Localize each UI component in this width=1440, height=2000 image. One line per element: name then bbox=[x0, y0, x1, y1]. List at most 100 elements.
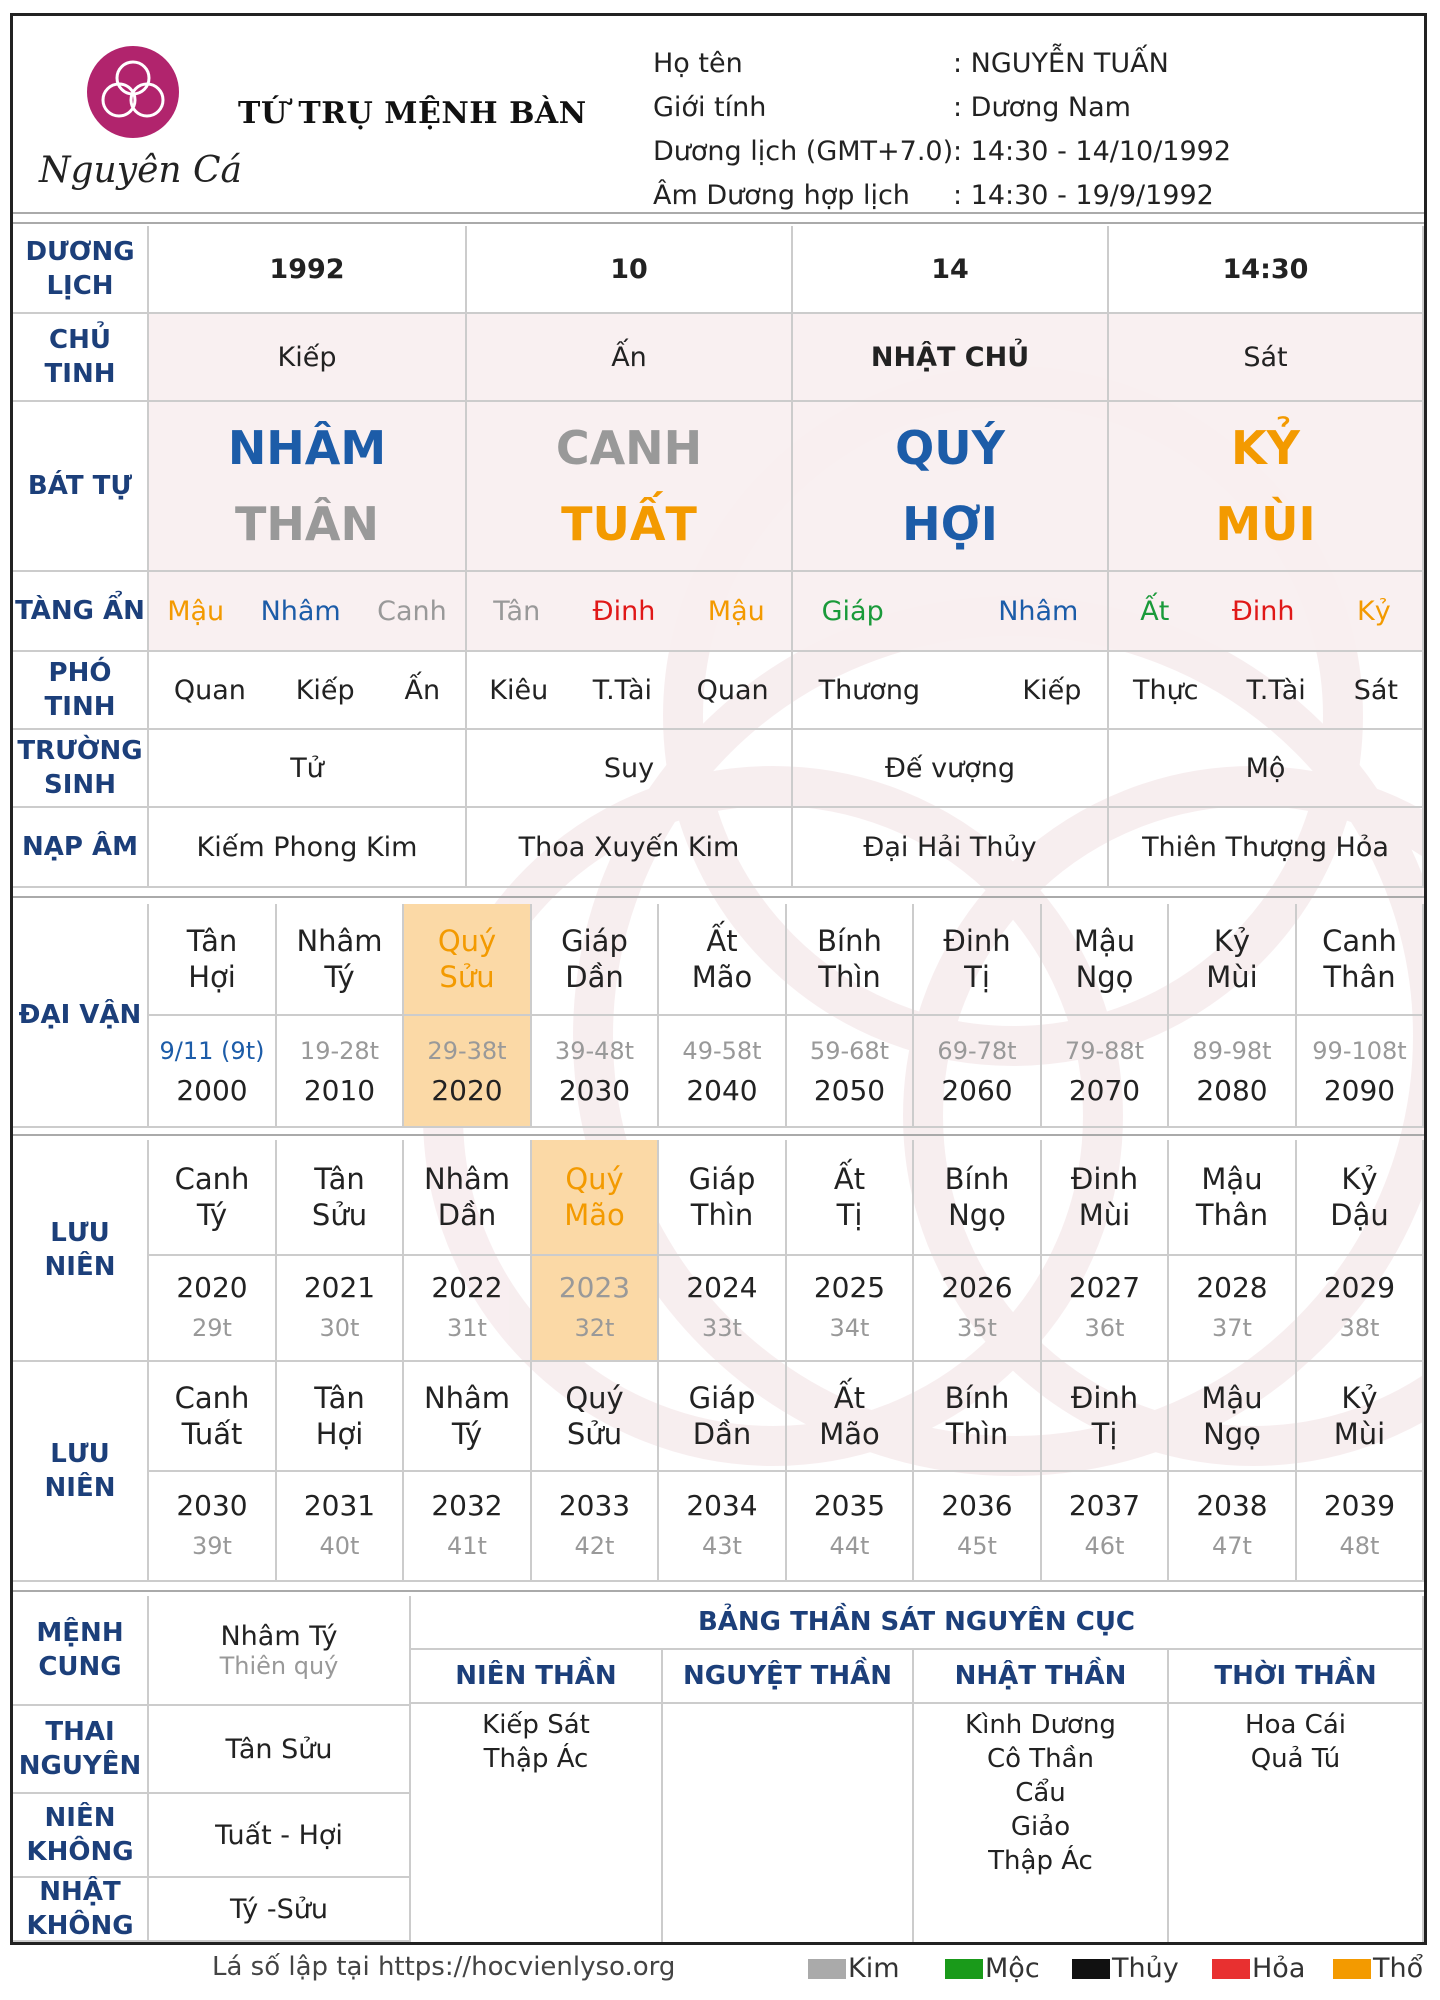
legend-swatch bbox=[1333, 1958, 1371, 1979]
tang-an-item: Giáp bbox=[821, 595, 884, 627]
than-sat-item: Quả Tú bbox=[1250, 1744, 1341, 1774]
than-sat-item: Cẩu bbox=[1015, 1778, 1066, 1808]
row-header: LƯU NIÊN bbox=[13, 1140, 149, 1362]
year-cell: 2024 33t bbox=[659, 1256, 787, 1362]
age-label: 48t bbox=[1339, 1532, 1380, 1560]
chi-label: Thìn bbox=[945, 1417, 1009, 1451]
chi-label: Mão bbox=[564, 1198, 625, 1232]
pho-tinh-item: T.Tài bbox=[1246, 674, 1306, 706]
tang-an-item: Nhâm bbox=[260, 595, 341, 627]
year-cell: 59-68t 2050 bbox=[787, 1016, 914, 1128]
nap_am-cell: Thoa Xuyến Kim bbox=[467, 808, 793, 888]
age-label: 30t bbox=[319, 1314, 360, 1342]
year-label: 2030 bbox=[176, 1489, 248, 1522]
stem-branch-cell: Quý Sửu bbox=[404, 904, 532, 1016]
than-sat-column-header: NGUYỆT THẦN bbox=[663, 1650, 914, 1704]
stem-branch-cell: Nhâm Tý bbox=[404, 1362, 532, 1472]
than-sat-item: Kiếp Sát bbox=[482, 1710, 590, 1740]
year-label: 2026 bbox=[941, 1271, 1013, 1304]
than-sat-column-header: NHẬT THẦN bbox=[914, 1650, 1169, 1704]
year-cell: 2026 35t bbox=[914, 1256, 1042, 1362]
year-cell: 99-108t 2090 bbox=[1297, 1016, 1424, 1128]
than-sat-column-header: THỜI THẦN bbox=[1169, 1650, 1424, 1704]
pho-tinh-item: Kiêu bbox=[489, 674, 549, 706]
age-label: 36t bbox=[1084, 1314, 1125, 1342]
stem-branch-cell: Mậu Thân bbox=[1169, 1140, 1297, 1256]
year-label: 2031 bbox=[303, 1489, 376, 1522]
bat_tu-cell: NHÂM THÂN bbox=[149, 402, 467, 572]
chi-label: Tý bbox=[196, 1198, 228, 1232]
stem-branch-cell: Nhâm Dần bbox=[404, 1140, 532, 1256]
age-label: 31t bbox=[447, 1314, 487, 1342]
duong_lich-cell: 14 bbox=[793, 226, 1109, 314]
pho-tinh-item: T.Tài bbox=[592, 674, 653, 706]
chi-label: Sửu bbox=[311, 1198, 368, 1232]
year-label: 2027 bbox=[1068, 1271, 1141, 1304]
row-header: MỆNH CUNG bbox=[13, 1596, 149, 1706]
pho-tinh-item: Thực bbox=[1132, 674, 1199, 706]
year-label: 2035 bbox=[813, 1489, 886, 1522]
row-header: TÀNG ẨN bbox=[13, 572, 149, 652]
tang-an-item: Ất bbox=[1140, 595, 1170, 627]
year-cell: 19-28t 2010 bbox=[277, 1016, 404, 1128]
year-cell: 29-38t 2020 bbox=[404, 1016, 532, 1128]
bat_tu-cell: QUÝ HỢI bbox=[793, 402, 1109, 572]
pho_tinh-cell: Thực T.Tài Sát bbox=[1109, 652, 1424, 730]
year-label: 2030 bbox=[558, 1074, 631, 1107]
row-header: CHỦ TINH bbox=[13, 314, 149, 402]
age-label: 40t bbox=[319, 1532, 360, 1560]
section-divider bbox=[13, 1134, 1424, 1136]
can-label: Đinh bbox=[1070, 1162, 1139, 1196]
year-label: 2023 bbox=[558, 1271, 631, 1304]
tang-an-item: Đinh bbox=[1231, 595, 1295, 627]
chi-label: Tị bbox=[1091, 1417, 1118, 1451]
pho_tinh-cell: Kiêu T.Tài Quan bbox=[467, 652, 793, 730]
can-label: Quý bbox=[565, 1381, 624, 1415]
legend-label: Mộc bbox=[985, 1953, 1040, 1984]
age-range: 69-78t bbox=[937, 1037, 1017, 1065]
person-info: Họ tên: NGUYỄN TUẤN Giới tính: Dương Nam D… bbox=[653, 42, 1231, 218]
age-label: 43t bbox=[702, 1532, 742, 1560]
pho-tinh-item: Ấn bbox=[404, 674, 441, 706]
pho-tinh-item: Quan bbox=[173, 674, 246, 706]
stem-branch-cell: Quý Mão bbox=[532, 1140, 659, 1256]
year-cell: 69-78t 2060 bbox=[914, 1016, 1042, 1128]
can-label: Giáp bbox=[688, 1162, 756, 1196]
year-cell: 2021 30t bbox=[277, 1256, 404, 1362]
chu_tinh-cell: Ấn bbox=[467, 314, 793, 402]
stem-branch-cell: Mậu Ngọ bbox=[1042, 904, 1169, 1016]
nap_am-cell: Thiên Thượng Hỏa bbox=[1109, 808, 1424, 888]
chu_tinh-cell: Kiếp bbox=[149, 314, 467, 402]
year-cell: 39-48t 2030 bbox=[532, 1016, 659, 1128]
tang-an-item: Canh bbox=[377, 595, 447, 627]
tang-an-item: Mậu bbox=[707, 595, 765, 627]
stem-branch-cell: Mậu Ngọ bbox=[1169, 1362, 1297, 1472]
truong_sinh-cell: Tử bbox=[149, 730, 467, 808]
year-cell: 2031 40t bbox=[277, 1472, 404, 1582]
tang-an-item: Đinh bbox=[592, 595, 656, 627]
year-label: 2024 bbox=[686, 1271, 758, 1304]
age-label: 42t bbox=[574, 1532, 615, 1560]
can-label: Bính bbox=[817, 924, 882, 958]
can-label: Bính bbox=[944, 1381, 1010, 1415]
than-sat-item: Kình Dương bbox=[965, 1710, 1116, 1740]
can-label: Mậu bbox=[1073, 924, 1136, 958]
chart-header: Nguyên Cát TỨ TRỤ MỆNH BÀN Họ tên: NGUYỄ… bbox=[13, 16, 1424, 212]
info-label: Dương lịch (GMT+7.0) bbox=[653, 136, 954, 167]
stem-branch-cell: Quý Sửu bbox=[532, 1362, 659, 1472]
year-label: 2070 bbox=[1068, 1074, 1141, 1107]
year-cell: 2037 46t bbox=[1042, 1472, 1169, 1582]
chi-label: Thìn bbox=[690, 1198, 754, 1232]
age-range: 39-48t bbox=[554, 1037, 635, 1065]
brand-name: Nguyên Cát bbox=[38, 150, 241, 191]
info-value: : 14:30 - 14/10/1992 bbox=[953, 136, 1232, 167]
tang_an-cell: Mậu Nhâm Canh bbox=[149, 572, 467, 652]
pho-tinh-item: Quan bbox=[696, 674, 769, 706]
stem-branch-cell: Ất Mão bbox=[659, 904, 787, 1016]
stem-branch-cell: Ất Mão bbox=[787, 1362, 914, 1472]
info-value: : NGUYỄN TUẤN bbox=[953, 48, 1169, 79]
chi-label: Thân bbox=[1195, 1198, 1269, 1232]
age-label: 29t bbox=[192, 1314, 232, 1342]
tang-an-item: Kỷ bbox=[1357, 595, 1391, 627]
chi-text: HỢI bbox=[902, 497, 998, 551]
